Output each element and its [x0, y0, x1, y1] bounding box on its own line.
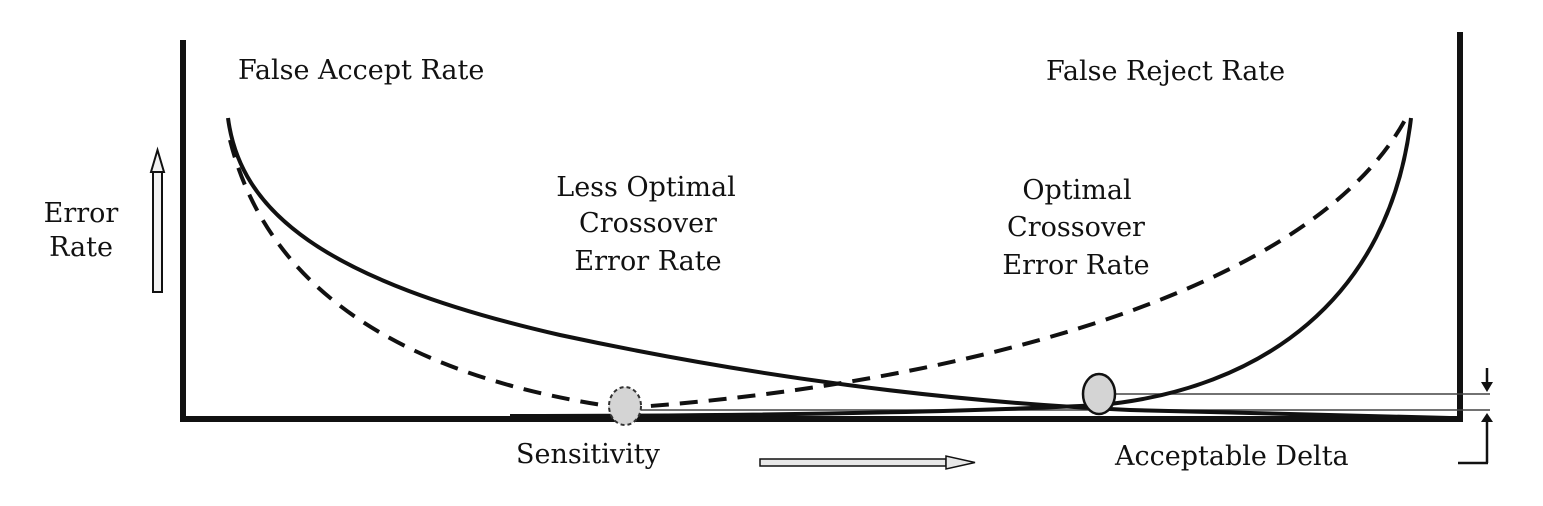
less-optimal-accept-curve	[228, 139, 623, 410]
optimal-label-line-3: Error Rate	[1002, 250, 1149, 281]
x-axis-label: Sensitivity	[516, 439, 661, 470]
less-optimal-crossover-marker	[608, 386, 642, 426]
false-accept-rate-label: False Accept Rate	[238, 55, 484, 86]
less-optimal-reject-curve	[621, 119, 1407, 410]
optimal-label-line-1: Optimal	[1022, 175, 1131, 206]
false-accept-rate-curve	[226, 117, 1451, 420]
delta-bracket	[1458, 413, 1493, 465]
less-optimal-label-line-1: Less Optimal	[556, 172, 735, 203]
optimal-crossover-marker	[1081, 372, 1117, 416]
less-optimal-label-line-3: Error Rate	[574, 246, 721, 277]
y-axis-label-line-2: Rate	[49, 232, 113, 263]
y-axis-label-line-1: Error	[44, 198, 119, 229]
right-arrow-icon	[759, 455, 976, 470]
less-optimal-label-line-2: Crossover	[579, 208, 717, 239]
up-arrow-icon	[149, 146, 166, 293]
false-reject-rate-label: False Reject Rate	[1046, 56, 1285, 87]
down-arrow-icon	[1481, 368, 1493, 392]
acceptable-delta-label: Acceptable Delta	[1114, 441, 1349, 472]
optimal-label-line-2: Crossover	[1007, 212, 1145, 243]
